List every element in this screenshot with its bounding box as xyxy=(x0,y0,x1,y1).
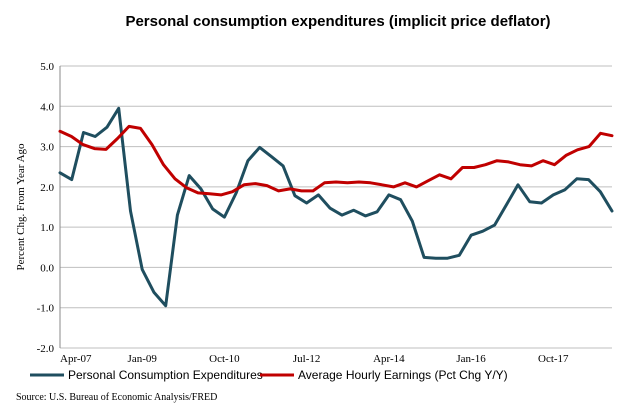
x-tick-label: Oct-17 xyxy=(538,353,569,365)
y-tick-label: -1.0 xyxy=(37,303,55,315)
y-tick-label: 2.0 xyxy=(40,182,54,194)
legend-label: Personal Consumption Expenditures xyxy=(68,368,263,382)
legend-label: Average Hourly Earnings (Pct Chg Y/Y) xyxy=(298,368,508,382)
chart-title: Personal consumption expenditures (impli… xyxy=(125,13,550,30)
y-tick-label: -2.0 xyxy=(37,343,55,355)
y-tick-label: 5.0 xyxy=(40,61,54,73)
series-lines xyxy=(58,106,614,308)
x-tick-label: Apr-14 xyxy=(373,353,405,365)
y-tick-label: 4.0 xyxy=(40,101,54,113)
x-tick-label: Apr-07 xyxy=(60,353,92,365)
x-tick-label: Oct-10 xyxy=(209,353,240,365)
series-line-1 xyxy=(58,106,614,308)
y-tick-label: 3.0 xyxy=(40,142,54,154)
x-tick-label: Jan-09 xyxy=(128,353,158,365)
series-line-2 xyxy=(58,124,614,197)
y-axis-label: Percent Chg. From Year Ago xyxy=(15,143,27,271)
y-axis-ticks: -2.0 -1.0 0.0 1.0 2.0 3.0 4.0 5.0 xyxy=(37,61,55,355)
legend: Personal Consumption Expenditures Average… xyxy=(30,368,508,382)
source-note: Source: U.S. Bureau of Economic Analysis… xyxy=(16,392,217,403)
x-tick-label: Jan-16 xyxy=(456,353,486,365)
x-tick-label: Jul-12 xyxy=(293,353,321,365)
y-tick-label: 0.0 xyxy=(40,262,54,274)
x-axis-ticks: Apr-07 Jan-09 Oct-10 Jul-12 Apr-14 Jan-16 Oct-… xyxy=(60,353,569,365)
y-tick-label: 1.0 xyxy=(40,222,54,234)
gridlines xyxy=(59,65,612,349)
